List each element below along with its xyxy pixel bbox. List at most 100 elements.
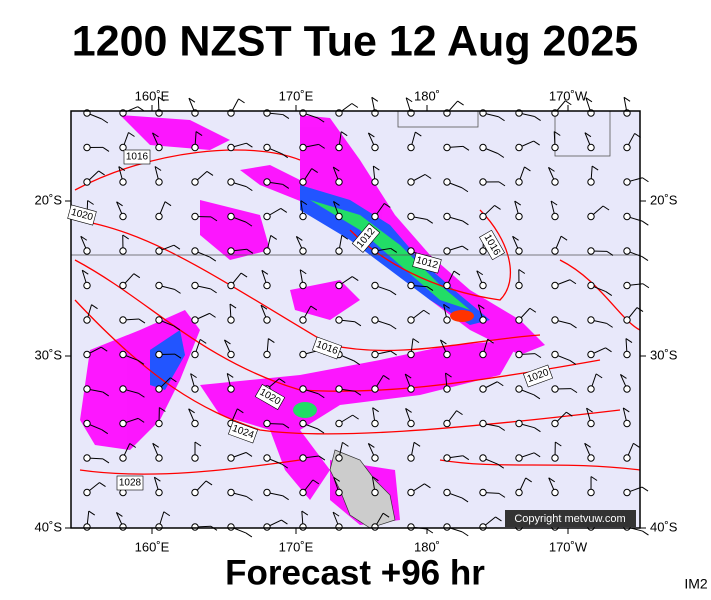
barb-station	[587, 350, 595, 359]
barb-station	[479, 143, 487, 152]
barb-station	[371, 178, 379, 186]
lon-label: 170˚W	[549, 88, 588, 103]
barb-station	[371, 523, 379, 531]
barb-station	[587, 419, 595, 428]
barb-feather	[152, 442, 159, 448]
barb-feather	[590, 476, 598, 481]
barb-station	[263, 419, 271, 428]
barb-feather	[548, 166, 555, 172]
barb-station	[155, 488, 163, 497]
barb-feather	[188, 408, 195, 414]
barb-station	[83, 350, 91, 359]
barb-station	[83, 385, 91, 393]
barb-feather	[462, 455, 470, 461]
barb-feather	[373, 165, 380, 171]
lon-label: 160˚E	[135, 539, 170, 554]
barb-station	[227, 523, 235, 531]
barb-station	[407, 316, 415, 324]
barb-feather	[333, 166, 340, 172]
barb-station	[119, 523, 127, 531]
barb-station	[227, 316, 235, 324]
barb-feather	[606, 322, 613, 328]
barb-station	[83, 419, 91, 428]
barb-feather	[548, 477, 555, 483]
barb-station	[155, 523, 163, 531]
barb-station	[551, 385, 559, 393]
barb-feather	[268, 338, 275, 343]
barb-station	[155, 350, 163, 359]
barb-station	[119, 454, 127, 462]
barb-station	[515, 178, 523, 186]
lat-label: 20˚S	[650, 192, 678, 207]
barb-feather	[426, 218, 434, 224]
barb-feather	[133, 273, 141, 279]
barb-feather	[129, 443, 137, 448]
barb-feather	[368, 132, 375, 138]
barb-feather	[555, 441, 562, 447]
barb-station	[551, 178, 559, 186]
barb-feather	[206, 171, 214, 176]
barb-station	[299, 316, 307, 324]
barb-feather	[137, 417, 145, 423]
rain-band	[200, 200, 270, 260]
barb-station	[623, 143, 631, 152]
barb-feather	[102, 458, 110, 464]
heavy-rain	[293, 402, 317, 418]
barb-feather	[495, 516, 502, 522]
barb-station	[407, 350, 415, 359]
barb-feather	[238, 98, 245, 104]
barb-feather	[281, 153, 289, 159]
barb-station	[443, 212, 451, 221]
barb-feather	[311, 168, 318, 173]
barb-station	[623, 350, 631, 359]
barb-feather	[533, 394, 541, 400]
barb-feather	[605, 347, 612, 353]
barb-feather	[514, 200, 522, 206]
barb-station	[551, 247, 559, 255]
isobar-label: 1016	[312, 336, 342, 360]
barb-station	[155, 212, 163, 221]
barb-feather	[282, 423, 290, 429]
barb-feather	[246, 496, 253, 501]
barb-station	[299, 143, 307, 152]
barb-station	[371, 316, 379, 324]
barb-feather	[318, 393, 325, 399]
barb-station	[479, 488, 487, 497]
barb-feather	[498, 181, 506, 187]
lon-label: 170˚W	[549, 539, 588, 554]
barb-feather	[478, 304, 485, 310]
barb-station	[191, 178, 199, 186]
barb-station	[155, 454, 163, 462]
barb-feather	[100, 346, 108, 352]
barb-feather	[445, 372, 452, 378]
barb-station	[587, 178, 595, 186]
barb-feather	[340, 131, 348, 137]
barb-feather	[390, 248, 398, 253]
barb-feather	[159, 407, 166, 412]
isobar-label: 1020	[67, 204, 97, 226]
barb-station	[479, 350, 487, 359]
barb-feather	[296, 236, 303, 241]
barb-feather	[246, 186, 253, 192]
barb-station	[587, 281, 595, 290]
barb-station	[263, 523, 271, 531]
barb-station	[551, 488, 559, 497]
barb-station	[335, 385, 343, 393]
barb-feather	[497, 463, 505, 469]
barb-station	[515, 247, 523, 255]
barb-station	[263, 247, 271, 255]
barb-station	[479, 523, 487, 531]
barb-feather	[240, 272, 248, 278]
barb-station	[407, 247, 415, 255]
barb-feather	[605, 291, 613, 297]
copyright-box	[505, 510, 636, 527]
barb-station	[551, 350, 559, 359]
isobar-label-box	[412, 252, 442, 274]
barb-station	[191, 454, 199, 462]
barb-station	[623, 281, 631, 290]
barb-station	[119, 419, 127, 428]
barb-feather	[426, 528, 434, 534]
lon-label: 170˚E	[279, 539, 314, 554]
barb-feather	[529, 307, 537, 313]
barb-feather	[245, 221, 253, 227]
